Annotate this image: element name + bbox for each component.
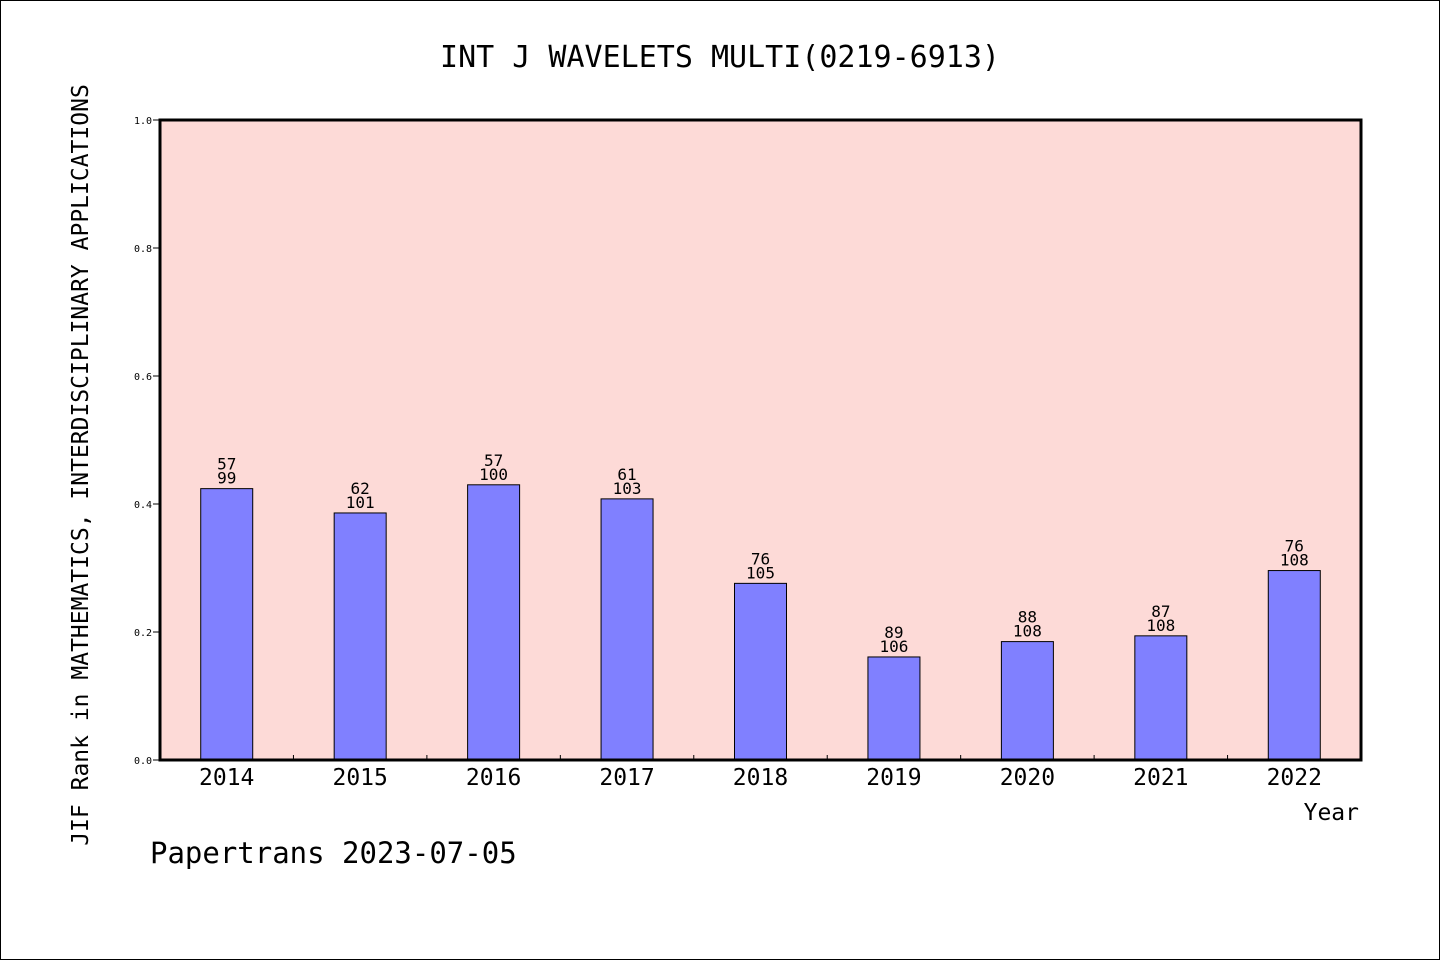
total-label: 106 xyxy=(879,637,908,656)
bars xyxy=(200,484,1321,761)
x-tick-label: 2014 xyxy=(199,765,254,791)
x-tick-label: 2017 xyxy=(599,765,654,791)
total-label: 108 xyxy=(1280,551,1309,570)
x-tick-label: 2020 xyxy=(1000,765,1055,791)
y-tick-label: 0.6 xyxy=(134,372,152,383)
bar-2020 xyxy=(1000,641,1054,761)
rank-label: 61 xyxy=(617,465,636,484)
footer-stamp: Papertrans 2023-07-05 xyxy=(150,836,517,870)
rank-label: 76 xyxy=(1285,537,1304,556)
bar-2018 xyxy=(734,582,787,761)
y-tick-label: 0.0 xyxy=(134,756,152,767)
rank-label: 88 xyxy=(1018,608,1037,627)
x-tick-label: 2021 xyxy=(1133,765,1188,791)
y-tick-label: 0.2 xyxy=(134,628,152,639)
rank-label: 62 xyxy=(351,479,370,498)
total-label: 108 xyxy=(1146,616,1175,635)
x-axis-label: Year xyxy=(1304,800,1359,826)
x-tick-label: 2015 xyxy=(332,765,387,791)
bar-2017 xyxy=(600,498,654,761)
x-axis: 2014 2015 2016 2017 2018 2019 2020 2021 2022 xyxy=(199,755,1322,791)
y-axis: 0.0 0.2 0.4 0.6 0.8 1.0 xyxy=(134,116,160,767)
rank-label: 89 xyxy=(884,623,903,642)
y-tick-label: 0.4 xyxy=(134,500,152,511)
x-tick-label: 2016 xyxy=(466,765,521,791)
total-label: 108 xyxy=(1013,622,1042,641)
plot-border xyxy=(158,118,1363,762)
rank-label: 57 xyxy=(484,451,503,470)
x-tick-label: 2022 xyxy=(1267,765,1322,791)
bar-2021 xyxy=(1134,635,1188,761)
x-tick-label: 2019 xyxy=(866,765,921,791)
bar-2014 xyxy=(200,488,254,761)
total-label: 105 xyxy=(746,563,775,582)
total-label: 103 xyxy=(613,479,642,498)
bar-2019 xyxy=(867,656,921,761)
rank-label: 87 xyxy=(1151,602,1170,621)
bar-2022 xyxy=(1267,570,1321,761)
bar-2016 xyxy=(467,484,521,761)
total-label: 101 xyxy=(346,493,375,512)
bar-2015 xyxy=(333,512,387,761)
y-axis-label: JIF Rank in MATHEMATICS, INTERDISCIPLINA… xyxy=(68,84,94,846)
total-label: 100 xyxy=(479,465,508,484)
y-tick-label: 0.8 xyxy=(134,244,152,255)
chart-title: INT J WAVELETS MULTI(0219-6913) xyxy=(440,40,1000,75)
total-label: 99 xyxy=(217,469,236,488)
rank-label: 76 xyxy=(751,549,770,568)
y-tick-label: 1.0 xyxy=(134,116,152,127)
rank-label: 57 xyxy=(217,455,236,474)
x-tick-label: 2018 xyxy=(733,765,788,791)
